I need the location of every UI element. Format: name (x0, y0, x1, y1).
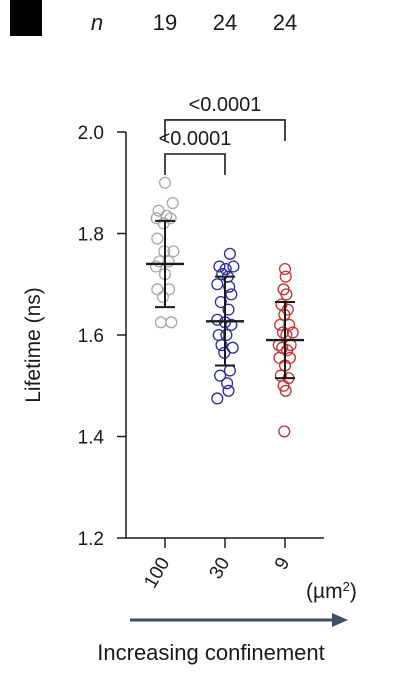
sample-size-row: n 19 24 24 (91, 10, 297, 35)
data-point (154, 316, 167, 329)
data-point (151, 232, 164, 245)
y-axis-title: Lifetime (ns) (22, 287, 45, 403)
data-point (223, 364, 236, 377)
n-value-30: 24 (213, 10, 237, 35)
data-point (215, 339, 228, 352)
data-point (222, 384, 235, 397)
confinement-arrow (130, 613, 348, 627)
y-tick-label: 2.0 (78, 123, 104, 144)
data-point (213, 260, 226, 273)
data-point (162, 255, 175, 268)
significance-brackets: <0.0001 <0.0001 (159, 94, 286, 175)
data-point (227, 260, 240, 273)
significance-bracket (164, 153, 226, 175)
data-point (278, 425, 291, 438)
x-axis-footer: Increasing confinement (97, 640, 324, 665)
y-tick-label: 1.6 (78, 326, 104, 347)
x-tick-label: 100 (140, 554, 174, 592)
y-axis: 2.0 1.8 1.6 1.4 1.2 (78, 123, 127, 550)
x-tick-label: 30 (206, 554, 235, 583)
data-point (156, 290, 169, 303)
n-value-9: 24 (273, 10, 297, 35)
data-point (220, 328, 233, 342)
p-value-label: <0.0001 (159, 128, 232, 150)
x-axis-unit: (µm2) (306, 579, 357, 604)
data-point (276, 326, 289, 339)
n-header-label: n (91, 10, 103, 35)
data-point (211, 392, 224, 405)
data-point (222, 303, 235, 316)
data-point (225, 288, 238, 301)
data-point (273, 351, 286, 364)
data-point (286, 326, 299, 339)
data-point (216, 268, 229, 281)
data-point (158, 176, 172, 189)
data-point (214, 369, 227, 382)
data-point (165, 316, 178, 329)
p-value-label: <0.0001 (189, 94, 262, 116)
data-point (214, 295, 227, 309)
y-tick-label: 1.2 (78, 529, 104, 550)
data-point (164, 212, 177, 225)
x-axis: 100 30 9 (126, 537, 324, 592)
data-point (283, 351, 296, 364)
data-point (280, 328, 293, 342)
data-point (221, 377, 234, 390)
data-point (279, 270, 292, 283)
n-value-100: 19 (153, 10, 177, 35)
data-point (151, 283, 164, 296)
data-point (152, 204, 165, 217)
data-point (280, 288, 293, 301)
data-point (211, 278, 224, 291)
panel-marker (10, 0, 42, 36)
y-tick-label: 1.4 (78, 428, 105, 449)
y-tick-label: 1.8 (78, 225, 104, 246)
data-point (166, 197, 179, 210)
significance-bracket (164, 119, 286, 141)
data-point (211, 313, 224, 326)
data-point (278, 262, 292, 276)
data-point (277, 379, 290, 392)
data-point (163, 283, 176, 296)
data-point (223, 280, 236, 293)
data-point (279, 384, 292, 397)
data-point (167, 245, 180, 258)
x-tick-label: 9 (271, 554, 294, 574)
mean-sd-bars (146, 219, 304, 380)
data-point (149, 260, 162, 273)
data-point (223, 247, 236, 260)
data-point (281, 344, 294, 357)
